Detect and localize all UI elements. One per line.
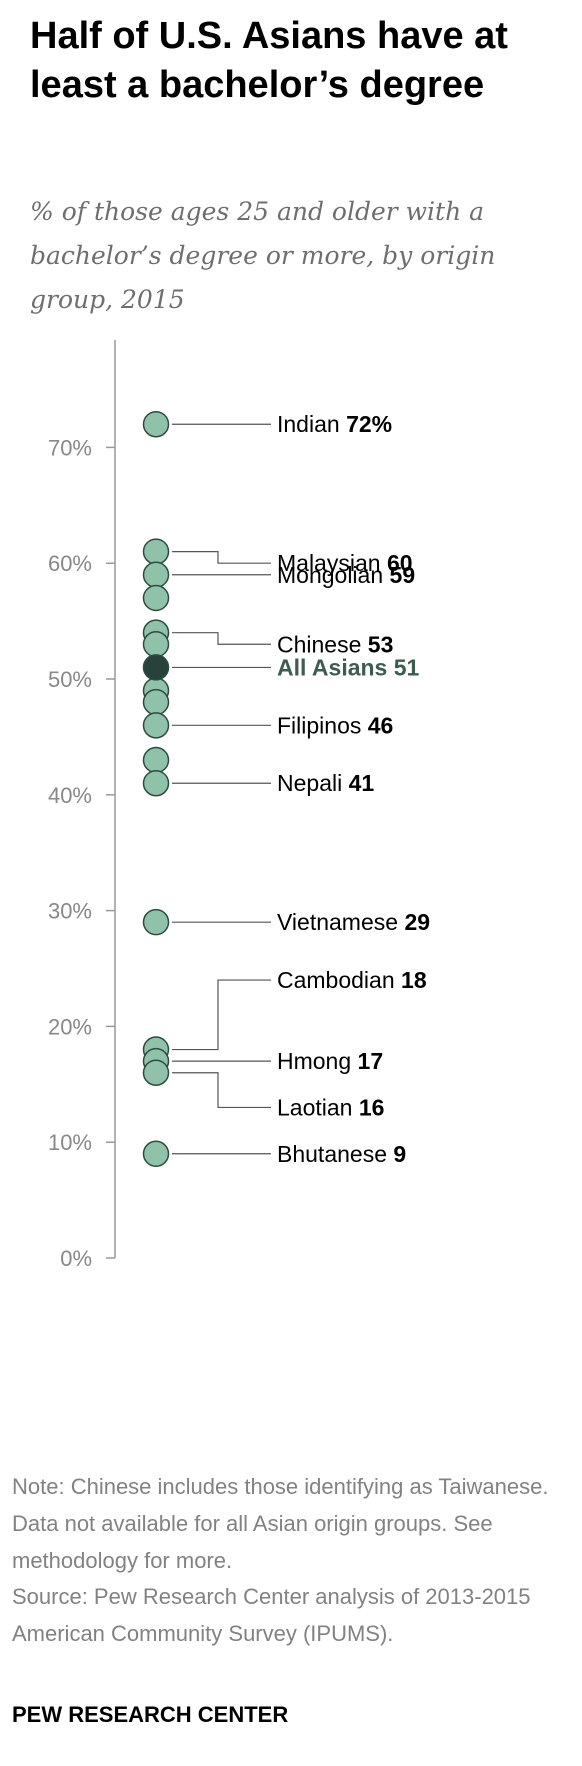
leader-line: [172, 1072, 271, 1109]
data-label-name: Cambodian: [277, 967, 401, 993]
data-label-value: 59: [390, 562, 416, 588]
data-point: [142, 769, 170, 797]
data-label: Cambodian 18: [277, 967, 427, 993]
data-point: [142, 538, 170, 565]
data-label: Indian 72%: [277, 411, 392, 437]
chart-subtitle: % of those ages 25 and older with a bach…: [30, 197, 496, 314]
data-label-name: Mongolian: [277, 562, 390, 588]
data-point: [142, 746, 170, 774]
leader-line: [172, 979, 271, 1051]
data-label: Laotian 16: [277, 1094, 384, 1120]
y-tick-label: 40%: [48, 783, 92, 808]
data-label-name: Vietnamese: [277, 909, 404, 935]
y-tick-label: 10%: [48, 1130, 92, 1155]
data-point: [142, 908, 170, 936]
data-point: [142, 561, 170, 589]
y-tick-label: 80%: [48, 340, 92, 345]
pew-research-center-logo: PEW RESEARCH CENTER: [12, 1702, 289, 1727]
y-tick-label: 50%: [48, 667, 92, 692]
y-tick-label: 60%: [48, 551, 92, 576]
data-label-value: 60: [387, 550, 413, 576]
data-label: Filipinos 46: [277, 712, 393, 738]
data-label-name: Indian: [277, 411, 346, 437]
y-tick-label: 20%: [48, 1014, 92, 1039]
data-label-value: 53: [368, 631, 394, 657]
data-label: Malaysian 60: [277, 550, 413, 576]
data-label-name: Malaysian: [277, 550, 387, 576]
data-label-value: 18: [401, 967, 427, 993]
data-label-name: Nepali: [277, 770, 349, 796]
data-point: [142, 688, 170, 716]
data-label: Mongolian 59: [277, 562, 415, 588]
chart-source: Source: Pew Research Center analysis of …: [12, 1584, 531, 1646]
data-label-value: 72%: [346, 411, 392, 437]
data-point: [142, 631, 170, 658]
data-label-value: 16: [359, 1094, 385, 1120]
data-label: Hmong 17: [277, 1048, 383, 1074]
y-axis: 0% 10% 20% 30% 40% 50% 60% 70% 80%: [48, 340, 116, 1271]
data-label-name: Hmong: [277, 1048, 358, 1074]
data-label-value: 29: [404, 909, 430, 935]
leader-line: [172, 632, 271, 645]
data-point: [142, 1140, 170, 1168]
data-point: [142, 584, 170, 612]
data-point: [142, 410, 170, 438]
data-points: [142, 410, 170, 1168]
chart-title: Half of U.S. Asians have at least a bach…: [30, 15, 508, 106]
y-tick-label: 70%: [48, 435, 92, 460]
data-label-name: Bhutanese: [277, 1141, 393, 1167]
data-label: Nepali 41: [277, 770, 374, 796]
leader-lines: [172, 423, 271, 1155]
leader-line: [172, 551, 271, 564]
data-label-value: 51: [394, 654, 420, 680]
data-label: Vietnamese 29: [277, 909, 430, 935]
data-label-value: 46: [368, 712, 394, 738]
data-point: [142, 1059, 170, 1086]
data-label-value: 17: [358, 1048, 384, 1074]
chart-note: Note: Chinese includes those identifying…: [12, 1474, 549, 1573]
data-label-name: Chinese: [277, 631, 368, 657]
data-point-highlight: [142, 654, 170, 681]
data-label-value: 9: [393, 1141, 406, 1167]
y-tick-label: 30%: [48, 899, 92, 924]
data-label-name: Laotian: [277, 1094, 359, 1120]
data-point: [142, 712, 170, 739]
data-label: Bhutanese 9: [277, 1141, 406, 1167]
data-label: Chinese 53: [277, 631, 393, 657]
data-label-name: Filipinos: [277, 712, 368, 738]
data-label: All Asians 51: [277, 654, 420, 680]
data-label-name: All Asians: [277, 654, 394, 680]
data-label-value: 41: [349, 770, 375, 796]
dot-plot: 0% 10% 20% 30% 40% 50% 60% 70% 80% Indian 72% Mal…: [48, 340, 430, 1271]
y-tick-label: 0%: [60, 1246, 92, 1271]
